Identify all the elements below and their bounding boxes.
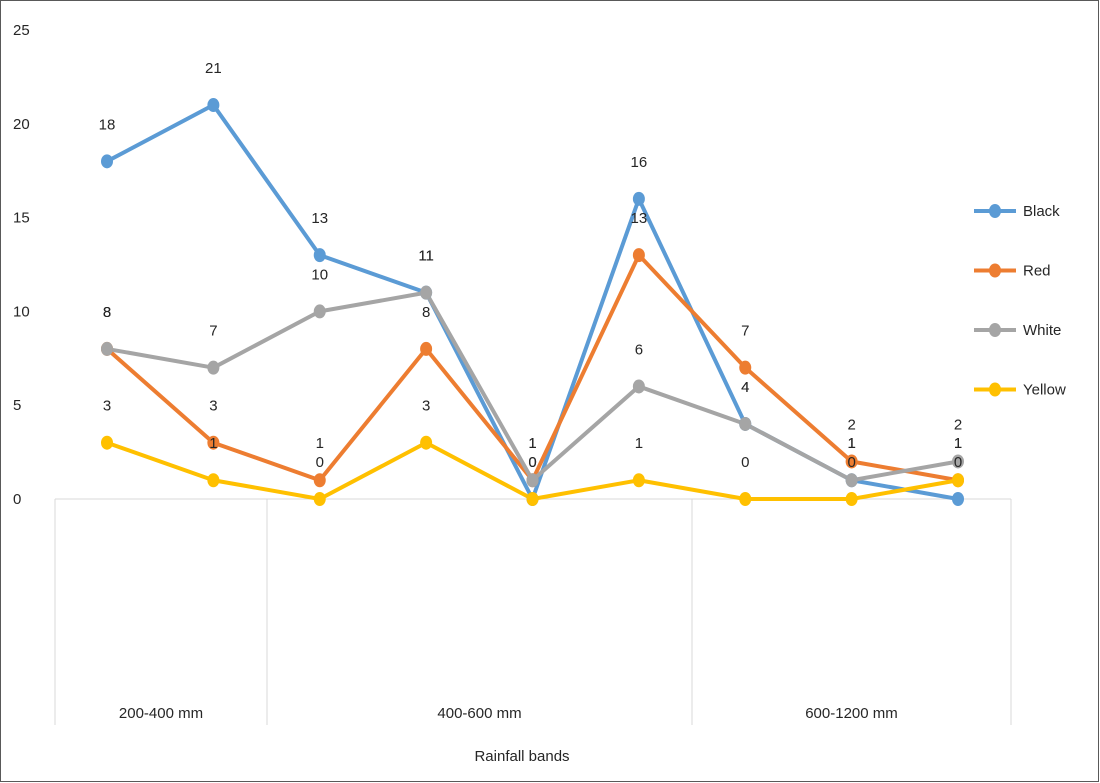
data-point-white [207, 360, 220, 375]
data-point-black [101, 154, 113, 169]
group-label: 600-1200 mm [805, 705, 898, 722]
data-point-yellow [526, 492, 539, 506]
data-point-red [420, 341, 433, 356]
data-label-yellow: 0 [528, 454, 536, 471]
data-label-white: 1 [528, 435, 536, 452]
y-tick-label: 5 [13, 397, 21, 414]
data-point-red [313, 473, 326, 488]
data-point-red [207, 435, 220, 450]
data-label-black: 1 [847, 435, 855, 452]
data-label-black: 4 [741, 379, 749, 396]
legend-label-red: Red [1023, 263, 1051, 280]
data-label-black: 16 [631, 154, 648, 171]
data-label-yellow: 3 [103, 398, 111, 415]
data-point-black [207, 98, 220, 113]
y-tick-label: 25 [13, 22, 30, 39]
data-label-yellow: 1 [635, 435, 643, 452]
data-label-white: 1 [847, 435, 855, 452]
legend-swatch-marker [989, 204, 1001, 218]
data-point-red [845, 454, 858, 469]
data-label-white: 11 [418, 248, 434, 265]
data-point-yellow [207, 473, 220, 488]
data-label-yellow: 0 [847, 454, 855, 471]
y-tick-label: 10 [13, 303, 30, 320]
data-point-yellow [101, 435, 113, 450]
data-label-black: 18 [99, 116, 116, 133]
data-label-black: 13 [311, 210, 328, 227]
data-point-black [952, 492, 964, 506]
data-point-yellow [420, 435, 433, 450]
legend-swatch-marker [989, 263, 1001, 278]
data-label-red: 1 [528, 435, 536, 452]
x-axis-title: Rainfall bands [474, 748, 569, 765]
data-label-black: 0 [954, 454, 962, 471]
data-label-red: 13 [631, 210, 648, 227]
data-label-white: 6 [635, 341, 643, 358]
data-label-white: 10 [311, 266, 328, 283]
data-label-red: 8 [103, 304, 111, 321]
y-tick-label: 0 [13, 491, 21, 508]
data-point-yellow [313, 492, 326, 506]
data-label-white: 2 [954, 416, 962, 433]
data-label-yellow: 1 [954, 435, 962, 452]
data-point-red [632, 248, 645, 263]
data-point-white [526, 473, 539, 488]
data-point-black [313, 248, 326, 263]
data-label-black: 0 [528, 454, 536, 471]
data-point-yellow [952, 473, 964, 488]
data-label-white: 7 [209, 323, 217, 340]
data-point-white [420, 285, 433, 300]
y-tick-label: 20 [13, 116, 30, 133]
legend-label-white: White [1023, 322, 1061, 339]
data-label-layer: 1821131101641083181137218710111641231030… [99, 60, 963, 471]
data-label-red: 8 [422, 304, 430, 321]
group-label: 200-400 mm [119, 705, 203, 722]
data-point-yellow [739, 492, 752, 506]
data-label-red: 7 [741, 323, 749, 340]
data-point-white [952, 454, 964, 469]
data-point-white [845, 473, 858, 488]
data-point-yellow [632, 473, 645, 488]
y-tick-label: 15 [13, 210, 30, 227]
series-layer [101, 98, 964, 506]
data-label-black: 21 [205, 60, 222, 77]
data-label-yellow: 1 [209, 435, 217, 452]
data-label-red: 1 [316, 435, 324, 452]
data-label-white: 8 [103, 304, 111, 321]
data-label-red: 2 [847, 416, 855, 433]
group-label: 400-600 mm [437, 705, 521, 722]
legend-swatch-marker [989, 382, 1001, 397]
data-label-yellow: 3 [422, 398, 430, 415]
data-label-yellow: 0 [316, 454, 324, 471]
legend-label-black: Black [1023, 203, 1060, 220]
legend-swatch-marker [989, 323, 1001, 337]
data-point-white [101, 341, 113, 356]
data-label-white: 4 [741, 379, 749, 396]
data-label-red: 1 [954, 435, 962, 452]
legend-label-yellow: Yellow [1023, 382, 1066, 399]
data-point-black [632, 191, 645, 206]
data-label-black: 11 [418, 248, 434, 265]
data-point-white [632, 379, 645, 394]
data-label-yellow: 0 [741, 454, 749, 471]
data-point-red [739, 360, 752, 375]
data-point-yellow [845, 492, 858, 506]
data-point-white [313, 304, 326, 319]
data-point-white [739, 416, 752, 431]
data-label-red: 3 [209, 398, 217, 415]
legend: Black Red White Yellow [974, 203, 1066, 399]
